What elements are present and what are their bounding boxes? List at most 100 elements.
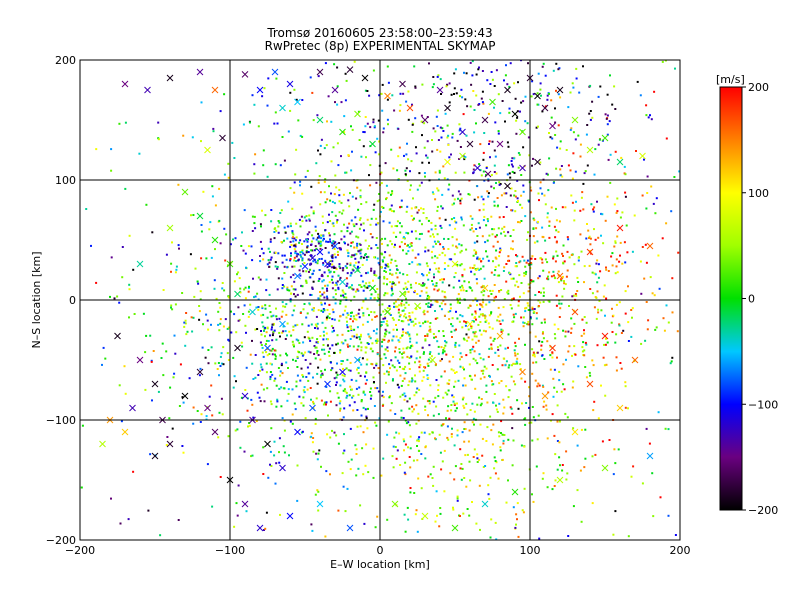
dot-point <box>440 93 442 95</box>
dot-point <box>218 411 221 414</box>
dot-point <box>404 395 407 398</box>
dot-point <box>436 233 439 236</box>
dot-point <box>418 263 421 266</box>
dot-point <box>531 255 534 258</box>
dot-point <box>493 85 496 87</box>
dot-point <box>602 295 605 298</box>
x-point <box>451 260 459 268</box>
dot-point <box>453 202 455 205</box>
dot-point <box>237 271 240 274</box>
dot-point <box>260 225 262 228</box>
dot-point <box>584 366 587 368</box>
dot-point <box>315 247 318 250</box>
dot-point <box>250 455 252 458</box>
dot-point <box>546 340 549 343</box>
dot-point <box>297 350 299 353</box>
dot-point <box>398 361 401 364</box>
dot-point <box>514 354 517 357</box>
dot-point <box>387 340 390 343</box>
dot-point <box>271 353 274 356</box>
dot-point <box>235 331 238 334</box>
dot-point <box>382 317 385 320</box>
dot-point <box>546 486 549 489</box>
dot-point <box>337 274 340 277</box>
dot-point <box>212 130 215 133</box>
dot-point <box>278 451 280 454</box>
dot-point <box>337 442 340 445</box>
dot-point <box>471 501 473 503</box>
dot-point <box>615 303 618 306</box>
dot-point <box>493 171 496 173</box>
dot-point <box>409 283 412 286</box>
dot-point <box>480 97 483 100</box>
dot-point <box>475 341 478 344</box>
dot-point <box>541 340 544 343</box>
dot-point <box>516 399 519 402</box>
dot-point <box>491 140 494 143</box>
dot-point <box>327 240 330 243</box>
dot-point <box>442 247 445 250</box>
dot-point <box>314 229 317 232</box>
dot-point <box>473 264 476 267</box>
dot-point <box>366 307 369 310</box>
dot-point <box>326 287 328 290</box>
dot-point <box>310 398 312 401</box>
dot-point <box>327 344 329 347</box>
dot-point <box>538 537 541 540</box>
dot-point <box>390 285 393 288</box>
dot-point <box>407 319 410 322</box>
dot-point <box>428 161 430 164</box>
dot-point <box>475 318 477 321</box>
dot-point <box>605 117 608 120</box>
dot-point <box>548 220 551 223</box>
dot-point <box>583 349 586 352</box>
dot-point <box>514 284 517 287</box>
dot-point <box>371 363 374 366</box>
dot-point <box>381 259 384 262</box>
dot-point <box>406 274 409 276</box>
dot-point <box>236 514 239 517</box>
dot-point <box>490 346 493 349</box>
dot-point <box>423 431 426 434</box>
dot-point <box>606 114 609 117</box>
dot-point <box>499 249 502 252</box>
dot-point <box>218 302 221 304</box>
dot-point <box>247 310 250 313</box>
dot-point <box>479 267 482 270</box>
dot-point <box>615 211 618 214</box>
dot-point <box>432 333 435 335</box>
dot-point <box>385 198 387 201</box>
dot-point <box>360 400 363 403</box>
dot-point <box>344 99 347 102</box>
dot-point <box>557 328 560 331</box>
dot-point <box>408 315 411 318</box>
dot-point <box>397 127 400 130</box>
dot-point <box>407 118 410 121</box>
dot-point <box>157 138 160 141</box>
dot-point <box>497 354 500 357</box>
dot-point <box>349 192 351 195</box>
dot-point <box>481 101 484 104</box>
dot-point <box>572 294 575 297</box>
dot-point <box>375 364 378 367</box>
dot-point <box>479 377 482 380</box>
dot-point <box>347 154 350 157</box>
dot-point <box>550 419 552 422</box>
dot-point <box>238 277 241 280</box>
dot-point <box>495 404 497 407</box>
dot-point <box>610 255 613 258</box>
dot-point <box>527 309 530 311</box>
dot-point <box>255 306 258 309</box>
dot-point <box>320 309 323 312</box>
dot-point <box>329 220 332 222</box>
dot-point <box>410 320 413 323</box>
dot-point <box>485 303 488 306</box>
dot-point <box>473 241 476 244</box>
dot-point <box>432 193 435 195</box>
dot-point <box>264 335 266 338</box>
dot-point <box>501 458 504 461</box>
dot-point <box>478 209 481 212</box>
dot-point <box>438 525 441 528</box>
dot-point <box>487 259 490 262</box>
dot-point <box>200 224 203 226</box>
